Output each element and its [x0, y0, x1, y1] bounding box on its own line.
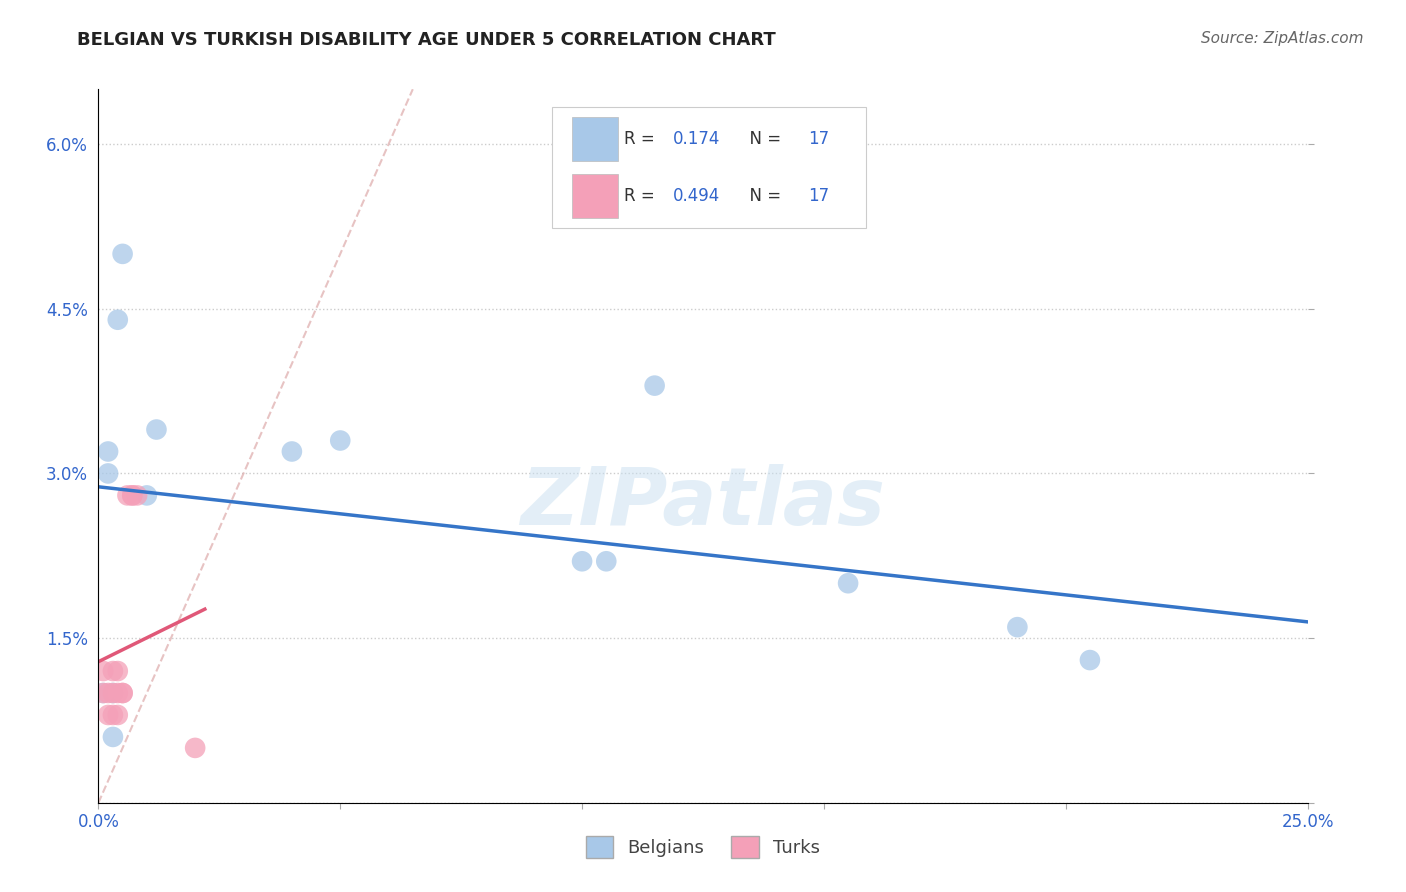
Point [121, 488, 143, 502]
Point [837, 576, 859, 591]
Point [1078, 653, 1101, 667]
Text: 17: 17 [808, 130, 830, 148]
Point [135, 488, 157, 502]
Point [97, 708, 120, 723]
Point [91, 664, 114, 678]
Point [101, 686, 124, 700]
Point [91, 686, 114, 700]
Text: R =: R = [624, 130, 661, 148]
Point [184, 740, 207, 755]
Point [91, 686, 114, 700]
Point [145, 423, 167, 437]
Point [281, 444, 304, 458]
Point [97, 444, 120, 458]
Point [329, 434, 352, 448]
Text: N =: N = [740, 130, 786, 148]
Point [101, 730, 124, 744]
Point [107, 708, 129, 723]
FancyBboxPatch shape [551, 107, 866, 228]
Text: Source: ZipAtlas.com: Source: ZipAtlas.com [1201, 31, 1364, 46]
Point [111, 686, 134, 700]
Point [107, 664, 129, 678]
Text: ZIPatlas: ZIPatlas [520, 464, 886, 542]
Point [101, 708, 124, 723]
Text: 0.494: 0.494 [673, 187, 720, 205]
Point [127, 488, 149, 502]
Text: R =: R = [624, 187, 661, 205]
Point [595, 554, 617, 568]
Point [101, 664, 124, 678]
FancyBboxPatch shape [572, 118, 619, 161]
Point [117, 488, 139, 502]
Text: BELGIAN VS TURKISH DISABILITY AGE UNDER 5 CORRELATION CHART: BELGIAN VS TURKISH DISABILITY AGE UNDER … [77, 31, 776, 49]
FancyBboxPatch shape [572, 175, 619, 218]
Point [121, 488, 143, 502]
Point [111, 686, 134, 700]
Point [571, 554, 593, 568]
Point [111, 247, 134, 261]
Point [107, 686, 129, 700]
Point [107, 312, 129, 326]
Point [97, 686, 120, 700]
Point [97, 467, 120, 481]
Text: 0.174: 0.174 [673, 130, 720, 148]
Text: 17: 17 [808, 187, 830, 205]
Point [101, 686, 124, 700]
Point [1007, 620, 1029, 634]
Text: N =: N = [740, 187, 786, 205]
Point [644, 378, 666, 392]
Legend: Belgians, Turks: Belgians, Turks [579, 829, 827, 865]
